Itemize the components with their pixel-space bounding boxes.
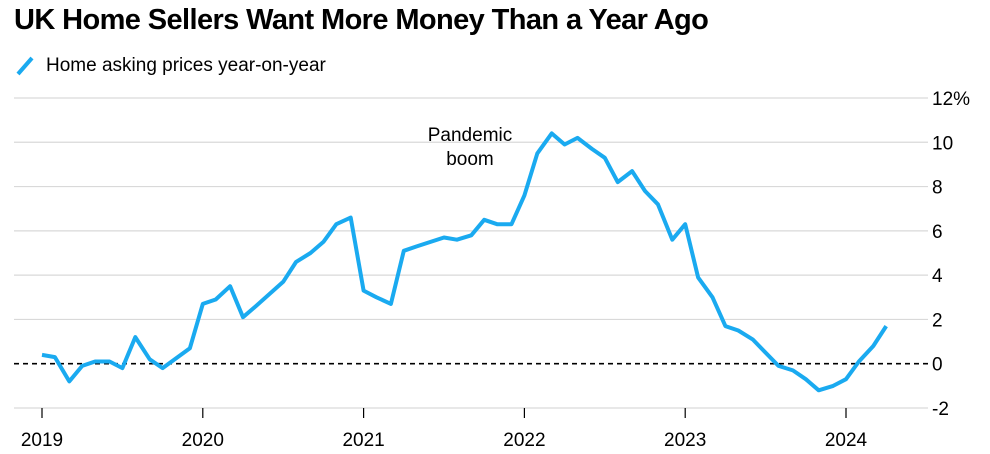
y-tick-label: 4 (932, 266, 943, 287)
x-tick-label: 2023 (664, 430, 706, 451)
x-tick-label: 2019 (21, 430, 63, 451)
legend-series-swatch (16, 56, 34, 76)
series-line (41, 131, 888, 393)
y-tick-label: 8 (932, 178, 943, 199)
x-tick-label: 2024 (825, 430, 868, 451)
annotation-text: Pandemic (428, 125, 513, 146)
x-tick-label: 2021 (342, 430, 384, 451)
legend-series-label: Home asking prices year-on-year (46, 55, 326, 76)
y-tick-label: 10 (932, 133, 953, 154)
legend: Home asking prices year-on-year (14, 54, 326, 78)
chart-title: UK Home Sellers Want More Money Than a Y… (14, 4, 709, 36)
annotation-text: boom (446, 149, 494, 170)
y-tick-label: 2 (932, 310, 943, 331)
y-tick-label: -2 (932, 399, 949, 420)
y-tick-label: 0 (932, 355, 943, 376)
x-tick-label: 2020 (182, 430, 224, 451)
y-tick-label: 6 (932, 222, 943, 243)
y-tick-label: 12% (932, 89, 970, 110)
x-tick-label: 2022 (503, 430, 545, 451)
